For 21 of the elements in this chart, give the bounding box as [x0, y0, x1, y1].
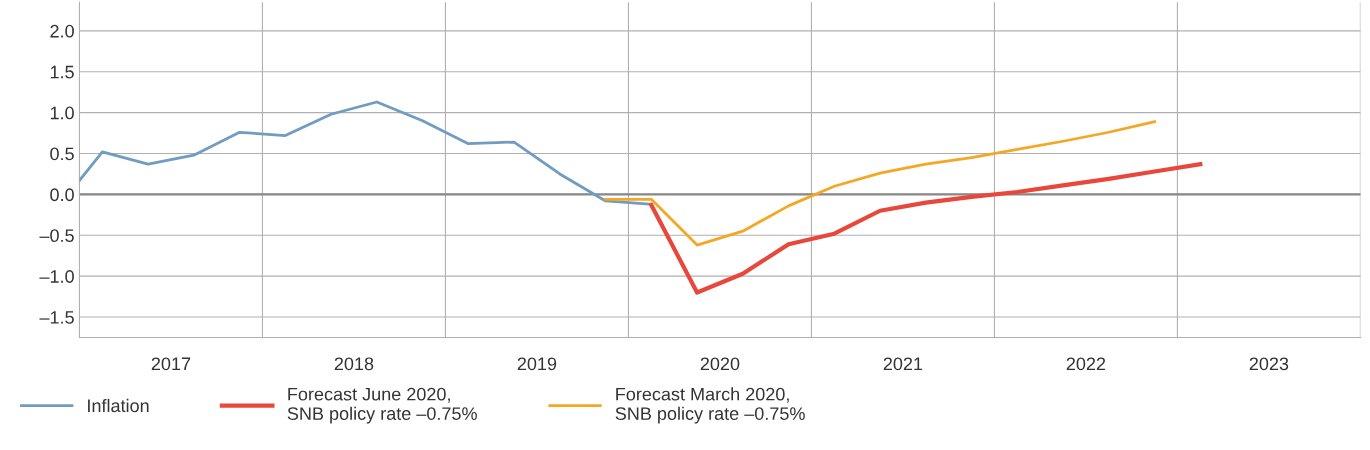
y-tick-label: 0.0 [50, 188, 74, 202]
x-tick-label: 2018 [334, 357, 374, 371]
line-series [649, 162, 1203, 295]
y-tick-label: 1.0 [50, 106, 74, 120]
line-series [79, 100, 653, 206]
legend-label: Inflation [88, 398, 149, 413]
y-tick-label: –1.5 [39, 311, 74, 324]
x-tick-label: 2020 [700, 357, 740, 371]
y-tick-label: 0.5 [50, 147, 74, 161]
x-tick-label: 2023 [1249, 357, 1289, 371]
y-tick-label: –1.0 [39, 270, 74, 283]
x-tick-label: 2021 [883, 357, 923, 371]
y-tick-label: 2.0 [50, 24, 74, 38]
y-tick-label: –0.5 [39, 229, 74, 243]
line-series [604, 120, 1156, 247]
legend-label: Forecast March 2020, SNB policy rate –0.75% [615, 387, 805, 424]
legend-label: Forecast June 2020, SNB policy rate –0.75% [287, 387, 477, 424]
x-tick-label: 2019 [517, 357, 557, 371]
y-tick-label: 1.5 [50, 65, 74, 79]
x-tick-label: 2017 [151, 357, 191, 371]
x-tick-label: 2022 [1066, 357, 1106, 371]
